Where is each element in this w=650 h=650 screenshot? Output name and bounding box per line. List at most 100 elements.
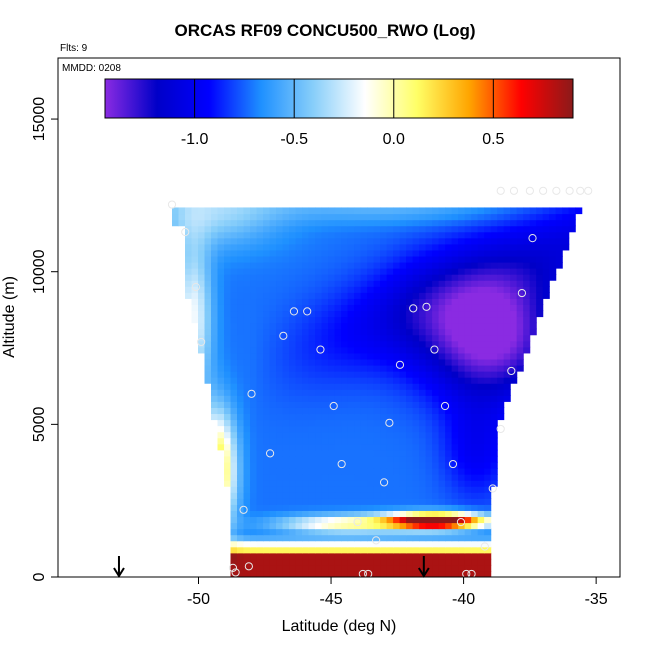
sample-point [329, 401, 338, 411]
heatmap-cell [328, 298, 336, 305]
heatmap-cell [425, 280, 433, 287]
heatmap-cell [347, 207, 355, 215]
heatmap-cell [464, 219, 472, 227]
heatmap-cell [302, 528, 310, 536]
heatmap-cell [425, 274, 433, 281]
heatmap-cell [302, 492, 310, 499]
heatmap-cell [406, 219, 414, 227]
heatmap-cell [282, 219, 290, 227]
heatmap-cell [250, 413, 258, 421]
heatmap-cell [171, 213, 180, 221]
heatmap-cell [269, 334, 277, 342]
heatmap-cell [302, 364, 310, 372]
heatmap-cell [341, 304, 349, 312]
heatmap-cell [256, 522, 264, 530]
heatmap-cell [347, 486, 355, 493]
heatmap-cell [406, 492, 414, 499]
heatmap-cell [341, 231, 349, 239]
heatmap-cell [477, 401, 485, 408]
heatmap-cell [243, 467, 251, 475]
heatmap-cell [243, 498, 251, 505]
heatmap-cell [243, 292, 251, 299]
heatmap-cell [269, 292, 277, 299]
heatmap-cell [464, 443, 472, 451]
heatmap-cell [295, 268, 303, 275]
heatmap-cell [484, 340, 492, 348]
heatmap-cell [419, 340, 427, 348]
heatmap-cell [516, 231, 524, 239]
heatmap-cell [341, 286, 349, 293]
heatmap-cell [302, 255, 310, 263]
heatmap-cell [477, 280, 485, 287]
heatmap-cell [438, 486, 446, 493]
heatmap-cell [367, 268, 375, 275]
heatmap-cell [237, 534, 245, 542]
heatmap-cell [217, 219, 225, 227]
heatmap-cell [295, 389, 303, 396]
heatmap-cell [315, 461, 323, 469]
heatmap-cell [471, 268, 479, 275]
heatmap-cell [263, 552, 271, 560]
heatmap-cell [230, 401, 238, 408]
heatmap-cell [484, 268, 492, 275]
heatmap-cell [373, 401, 381, 408]
heatmap-cell [263, 237, 271, 245]
heatmap-cell [412, 419, 420, 427]
heatmap-cell [302, 298, 310, 305]
heatmap-cell [334, 498, 342, 505]
heatmap-cell [380, 431, 388, 439]
heatmap-cell [529, 274, 537, 281]
heatmap-cell [328, 522, 336, 530]
heatmap-cell [224, 358, 232, 366]
heatmap-cell [451, 377, 459, 384]
heatmap-cell [289, 437, 297, 445]
heatmap-cell [315, 316, 323, 324]
heatmap-cell [458, 528, 466, 536]
heatmap-cell [542, 286, 550, 293]
heatmap-cell [191, 268, 199, 275]
heatmap-cell [308, 401, 316, 408]
heatmap-cell [295, 261, 303, 269]
heatmap-cell [217, 425, 225, 433]
heatmap-cell [360, 304, 368, 312]
heatmap-cell [250, 231, 258, 239]
heatmap-cell [198, 322, 206, 330]
heatmap-cell [464, 437, 472, 445]
heatmap-cell [360, 383, 368, 390]
heatmap-cell [354, 564, 362, 572]
heatmap-cell [523, 261, 531, 269]
heatmap-cell [269, 540, 277, 548]
heatmap-cell [536, 274, 544, 281]
heatmap-cell [445, 328, 453, 336]
heatmap-cell [302, 534, 310, 542]
heatmap-cell [510, 237, 518, 245]
heatmap-cell [458, 328, 466, 336]
heatmap-cell [412, 328, 420, 336]
heatmap-cell [334, 431, 342, 439]
heatmap-cell [419, 498, 427, 505]
heatmap-cell [237, 213, 245, 221]
heatmap-cell [315, 480, 323, 487]
heatmap-cell [490, 425, 498, 433]
heatmap-cell [451, 504, 459, 511]
sample-point [279, 331, 288, 340]
heatmap-cell [250, 371, 258, 378]
heatmap-cell [341, 328, 349, 336]
heatmap-cell [347, 274, 355, 281]
heatmap-cell [386, 504, 394, 511]
heatmap-cell [360, 467, 368, 475]
heatmap-cell [445, 570, 453, 577]
heatmap-cell [354, 498, 362, 505]
heatmap-cell [315, 443, 323, 451]
heatmap-cell [464, 304, 472, 312]
heatmap-cell [256, 340, 264, 348]
heatmap-cell [490, 346, 498, 354]
heatmap-cell [393, 292, 401, 299]
heatmap-cell [477, 516, 485, 524]
heatmap-cell [503, 274, 511, 281]
heatmap-cell [412, 486, 420, 493]
heatmap-cell [399, 292, 407, 299]
heatmap-cell [536, 304, 544, 312]
heatmap-cell [308, 564, 316, 572]
heatmap-cell [276, 413, 284, 421]
